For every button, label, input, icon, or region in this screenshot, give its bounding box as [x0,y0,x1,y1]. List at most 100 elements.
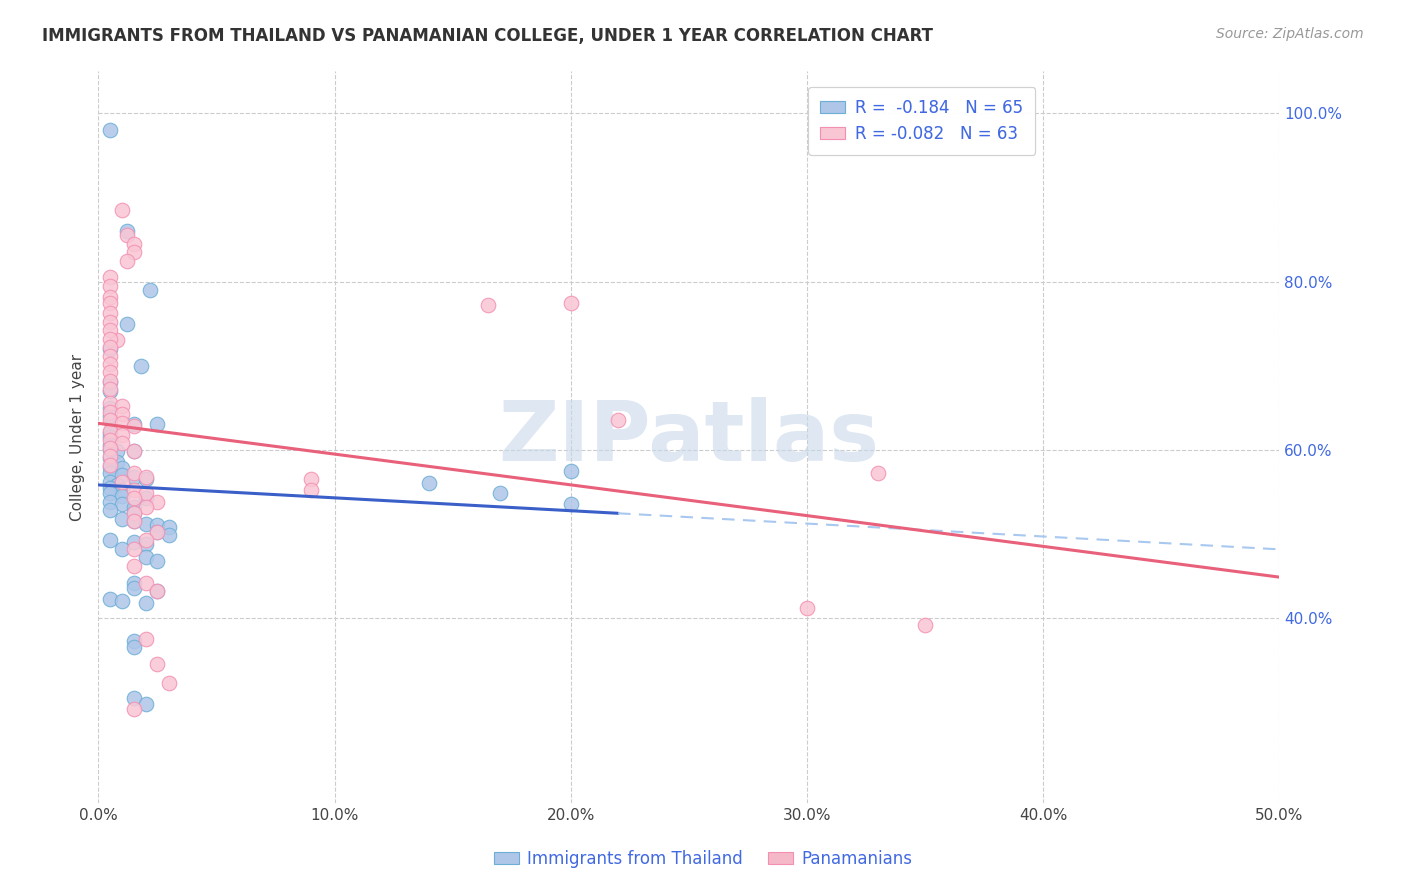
Point [135,697,157,711]
Point [98,533,121,548]
Point [98,315,121,329]
Point [98,123,121,137]
Point [122,514,145,528]
Point [139,283,162,297]
Point [607,413,630,427]
Point [98,433,121,447]
Point [98,430,121,444]
Point [98,382,121,396]
Point [98,486,121,500]
Legend: R =  -0.184   N = 65, R = -0.082   N = 63: R = -0.184 N = 65, R = -0.082 N = 63 [808,87,1035,154]
Point [98,475,121,489]
Point [98,495,121,509]
Point [122,236,145,251]
Point [135,537,157,551]
Text: IMMIGRANTS FROM THAILAND VS PANAMANIAN COLLEGE, UNDER 1 YEAR CORRELATION CHART: IMMIGRANTS FROM THAILAND VS PANAMANIAN C… [42,27,934,45]
Point [111,541,134,556]
Point [135,491,157,506]
Point [135,596,157,610]
Point [98,357,121,371]
Point [98,349,121,363]
Point [115,317,138,331]
Point [135,575,157,590]
Point [157,676,180,690]
Point [122,634,145,648]
Point [98,290,121,304]
Point [122,444,145,458]
Point [111,427,134,442]
Point [157,528,180,542]
Point [98,374,121,388]
Point [135,632,157,646]
Point [122,575,145,590]
Point [122,500,145,514]
Point [98,295,121,310]
Point [111,483,134,497]
Point [98,405,121,419]
Point [105,444,128,458]
Point [98,451,121,466]
Point [98,278,121,293]
Point [98,425,121,440]
Text: ZIPatlas: ZIPatlas [499,397,879,477]
Point [489,486,512,500]
Point [146,495,169,509]
Point [146,583,169,598]
Point [122,535,145,549]
Point [98,365,121,379]
Point [122,467,145,481]
Point [146,518,169,533]
Point [146,554,169,568]
Point [105,334,128,348]
Point [115,253,138,268]
Point [122,640,145,655]
Point [98,376,121,390]
Point [146,525,169,540]
Point [477,298,499,312]
Point [146,657,169,671]
Point [98,270,121,285]
Point [560,497,582,511]
Point [98,467,121,481]
Point [105,455,128,469]
Point [98,450,121,464]
Point [111,475,134,489]
Point [122,514,145,528]
Point [98,396,121,410]
Point [111,594,134,608]
Point [418,476,440,491]
Point [98,401,121,415]
Point [98,459,121,474]
Point [122,701,145,715]
Point [146,417,169,432]
Point [796,600,818,615]
Point [98,458,121,472]
Point [135,472,157,486]
Point [98,424,121,438]
Point [111,461,134,475]
Point [135,500,157,514]
Point [122,444,145,458]
Point [146,583,169,598]
Point [122,419,145,434]
Point [98,342,121,356]
Point [98,323,121,337]
Point [914,617,936,632]
Point [146,525,169,540]
Legend: Immigrants from Thailand, Panamanians: Immigrants from Thailand, Panamanians [486,844,920,875]
Point [122,690,145,705]
Point [122,491,145,506]
Point [122,582,145,596]
Point [98,384,121,398]
Point [98,592,121,607]
Point [122,541,145,556]
Point [135,469,157,483]
Point [98,332,121,346]
Point [111,436,134,450]
Point [98,503,121,517]
Point [299,472,322,486]
Point [122,469,145,483]
Text: Source: ZipAtlas.com: Source: ZipAtlas.com [1216,27,1364,41]
Point [135,486,157,500]
Point [98,413,121,427]
